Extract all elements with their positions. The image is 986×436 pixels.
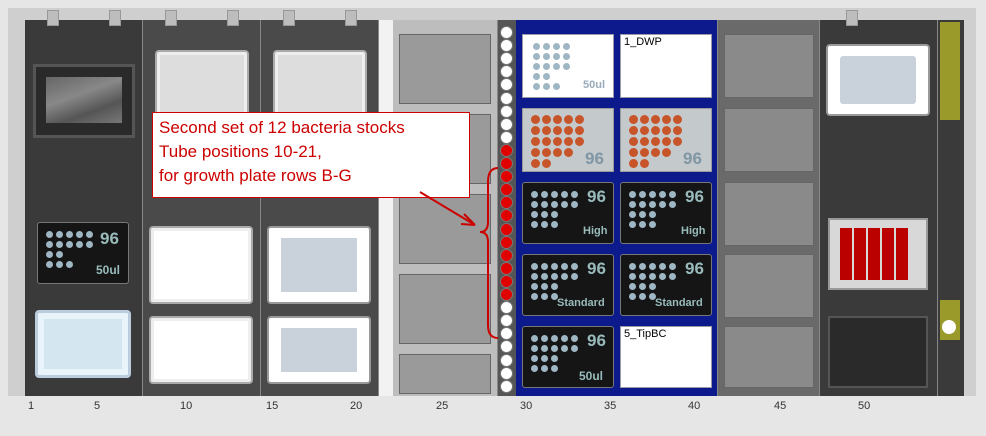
- scale-tick-15: 15: [266, 400, 279, 412]
- tipbox-standard-label: Standard: [557, 297, 605, 309]
- tube-7[interactable]: [500, 104, 513, 118]
- tip-box-50ul-bottom[interactable]: 96 50ul: [522, 326, 614, 388]
- tube-13[interactable]: [500, 183, 513, 197]
- tube-3[interactable]: [500, 52, 513, 66]
- tipbox-96-label: 96: [100, 229, 119, 248]
- trough-small[interactable]: [35, 310, 131, 378]
- tip-box-high-2[interactable]: 96 High: [620, 182, 712, 244]
- tube-1[interactable]: [500, 26, 513, 39]
- tipbox-96-label: 96: [685, 187, 704, 206]
- plate-tipbc-label: 5_TipBC: [624, 328, 667, 340]
- tube-4[interactable]: [500, 65, 513, 79]
- plate-slot-right-bottom[interactable]: [828, 316, 928, 388]
- tube-5[interactable]: [500, 78, 513, 92]
- tube-15[interactable]: [500, 209, 513, 223]
- tube-21[interactable]: [500, 288, 513, 301]
- scale-tick-25: 25: [436, 400, 449, 412]
- tube-16[interactable]: [500, 222, 513, 236]
- scale-tick-20: 20: [350, 400, 363, 412]
- tipbox-high-label: High: [583, 225, 608, 237]
- tipbox-96-label: 96: [587, 187, 606, 206]
- scale-tick-45: 45: [774, 400, 787, 412]
- scale-tick-30: 30: [520, 400, 533, 412]
- tube-rack[interactable]: [498, 20, 516, 396]
- tube-23[interactable]: [500, 314, 513, 328]
- tube-27[interactable]: [500, 366, 513, 380]
- tube-14[interactable]: [500, 196, 513, 210]
- tube-20[interactable]: [500, 274, 513, 288]
- tube-24[interactable]: [500, 327, 513, 341]
- tube-2[interactable]: [500, 39, 513, 53]
- carrier-left[interactable]: 96 50ul: [25, 10, 143, 396]
- carrier-right[interactable]: [820, 10, 938, 396]
- tube-10[interactable]: [500, 143, 513, 157]
- carrier-empty-2[interactable]: [718, 20, 820, 396]
- plate-dwp-label: 1_DWP: [624, 36, 662, 48]
- tip-box-50ul-top[interactable]: 50ul: [522, 34, 614, 98]
- plate-96-label: 96: [585, 149, 604, 168]
- tube-28[interactable]: [500, 379, 513, 393]
- tube-22[interactable]: [500, 301, 513, 315]
- carrier-plates-1[interactable]: [143, 10, 261, 396]
- plate-slot-1[interactable]: [155, 50, 249, 122]
- tube-9[interactable]: [500, 130, 513, 144]
- tipbox-50ul-label: 50ul: [96, 263, 121, 277]
- tube-8[interactable]: [500, 117, 513, 131]
- side-rail: [938, 20, 964, 396]
- tipbox-high-label: High: [681, 225, 706, 237]
- tube-19[interactable]: [500, 261, 513, 275]
- tipbox-96-label: 96: [587, 331, 606, 350]
- plate-1-dwp[interactable]: 1_DWP: [620, 34, 712, 98]
- tube-12[interactable]: [500, 170, 513, 184]
- scale-tick-1: 1: [28, 400, 35, 412]
- callout-line-3: for growth plate rows B-G: [159, 166, 352, 185]
- annotation-arrow: [419, 167, 499, 339]
- tipbox-standard-label: Standard: [655, 297, 703, 309]
- scale-tick-40: 40: [688, 400, 701, 412]
- tipbox-96-label: 96: [685, 259, 704, 278]
- tube-25[interactable]: [500, 340, 513, 354]
- tipbox-50ul-label: 50ul: [583, 79, 606, 91]
- plate-slot-3[interactable]: [149, 226, 253, 304]
- tube-18[interactable]: [500, 248, 513, 262]
- tip-box-standard-1[interactable]: 96 Standard: [522, 254, 614, 316]
- scale-tick-35: 35: [604, 400, 617, 412]
- tip-box-standard-2[interactable]: 96 Standard: [620, 254, 712, 316]
- reagent-trough-red[interactable]: [828, 218, 928, 290]
- plate-96-label: 96: [683, 149, 702, 168]
- callout-line-2: Tube positions 10-21,: [159, 142, 322, 161]
- plate-slot-8[interactable]: [267, 316, 371, 384]
- plate-slot-7[interactable]: [267, 226, 371, 304]
- plate-slot-right-top[interactable]: [826, 44, 930, 116]
- tipbox-96-label: 96: [587, 259, 606, 278]
- scale-tick-50: 50: [858, 400, 871, 412]
- annotation-callout: Second set of 12 bacteria stocks Tube po…: [152, 112, 470, 198]
- tipbox-50ul-label: 50ul: [579, 369, 604, 383]
- plate-slot-5[interactable]: [273, 50, 367, 122]
- tip-box-high-1[interactable]: 96 High: [522, 182, 614, 244]
- plate-5-tipbc[interactable]: 5_TipBC: [620, 326, 712, 388]
- plate-slot-4[interactable]: [149, 316, 253, 384]
- tube-26[interactable]: [500, 353, 513, 367]
- tube-11[interactable]: [500, 157, 513, 170]
- tube-6[interactable]: [500, 91, 513, 105]
- trough-reservoir[interactable]: [33, 64, 135, 138]
- tube-17[interactable]: [500, 235, 513, 249]
- carrier-blue[interactable]: 50ul 1_DWP 96 96 96 High 96 High 96 Stan…: [516, 20, 718, 396]
- scale-tick-5: 5: [94, 400, 101, 412]
- carrier-plates-2[interactable]: [261, 10, 379, 396]
- plate-96-orange-2[interactable]: 96: [620, 108, 712, 172]
- scale-tick-10: 10: [180, 400, 193, 412]
- callout-line-1: Second set of 12 bacteria stocks: [159, 118, 405, 137]
- tip-box-50ul-left[interactable]: 96 50ul: [37, 222, 129, 284]
- plate-96-orange-1[interactable]: 96: [522, 108, 614, 172]
